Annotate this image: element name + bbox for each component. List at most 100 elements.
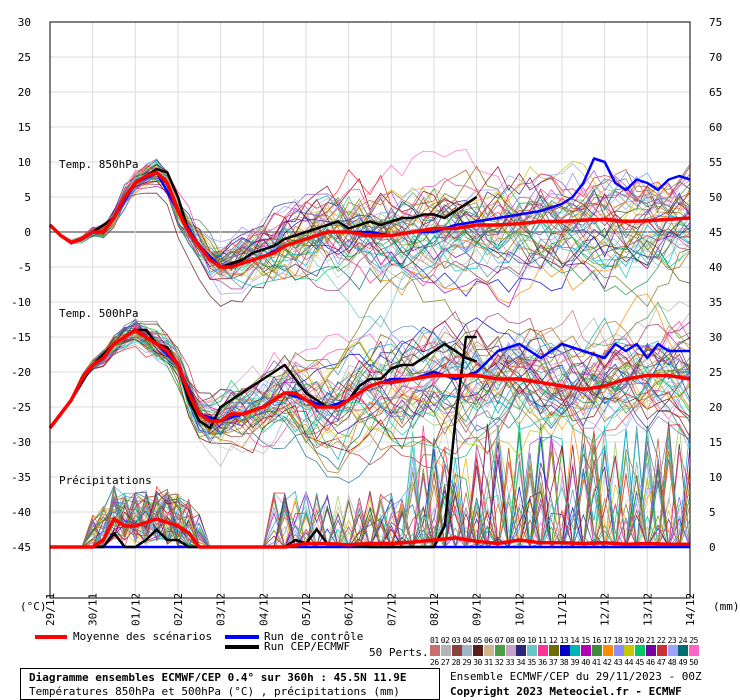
member-swatch	[624, 645, 635, 656]
member-t500-line	[49, 325, 691, 469]
x-tick-label: 03/12	[215, 593, 228, 626]
member-t500-line	[49, 335, 691, 429]
left-tick-label: 25	[18, 51, 31, 64]
x-tick-label: 06/12	[343, 593, 356, 626]
left-tick-label: -5	[18, 261, 31, 274]
member-swatch	[667, 645, 678, 656]
panel-title: Temp. 500hPa	[59, 307, 138, 320]
info-subtitle: Températures 850hPa et 500hPa (°C) , pré…	[29, 685, 400, 698]
member-number: 46	[646, 658, 655, 667]
member-number: 37	[548, 658, 558, 667]
copyright: Copyright 2023 Meteociel.fr - ECMWF	[450, 685, 682, 698]
member-swatch	[678, 645, 689, 656]
right-tick-label: 75	[709, 16, 722, 29]
member-number: 47	[656, 658, 666, 667]
legend-control-line	[225, 635, 259, 639]
right-tick-label: 45	[709, 226, 722, 239]
member-t500-line	[49, 329, 691, 436]
member-t500-line	[49, 331, 691, 433]
member-swatch	[527, 645, 538, 656]
member-swatch	[613, 645, 624, 656]
member-t850-line	[49, 178, 691, 272]
x-tick-label: 07/12	[385, 593, 398, 626]
member-t500-line	[49, 335, 691, 456]
member-swatch	[538, 645, 548, 656]
right-tick-label: 60	[709, 121, 722, 134]
ensemble-members	[49, 148, 691, 549]
panel-title: Précipitations	[59, 474, 152, 487]
member-number: 45	[635, 658, 644, 667]
member-number: 10	[527, 636, 536, 645]
cep-precip-line	[50, 335, 477, 549]
x-tick-label: 04/12	[257, 593, 270, 626]
member-number: 13	[559, 636, 569, 645]
left-tick-label: -35	[11, 471, 31, 484]
member-t500-line	[49, 324, 691, 484]
right-axis-label: (mm)	[713, 600, 740, 613]
member-swatch	[451, 645, 462, 656]
member-t850-line	[49, 185, 691, 308]
gridlines	[49, 21, 691, 598]
x-tick-label: 30/11	[87, 593, 100, 626]
member-number: 34	[516, 658, 526, 667]
member-number: 15	[581, 636, 590, 645]
member-number: 03	[451, 636, 461, 645]
right-tick-label: 0	[709, 541, 716, 554]
member-number: 08	[505, 636, 515, 645]
left-tick-label: 30	[18, 16, 31, 29]
left-tick-label: -10	[11, 296, 31, 309]
member-swatch	[646, 645, 656, 656]
member-swatch	[548, 645, 559, 656]
x-tick-label: 02/12	[172, 593, 185, 626]
member-number: 44	[624, 658, 634, 667]
member-number: 11	[538, 636, 547, 645]
member-number: 30	[473, 658, 482, 667]
member-number: 48	[667, 658, 677, 667]
member-number: 50	[689, 658, 698, 667]
left-tick-label: 5	[24, 191, 31, 204]
right-tick-label: 50	[709, 191, 722, 204]
member-number: 09	[516, 636, 526, 645]
right-tick-label: 10	[709, 471, 722, 484]
x-tick-label: 01/12	[129, 593, 142, 626]
member-number: 01	[430, 636, 439, 645]
member-number: 38	[559, 658, 569, 667]
member-number: 12	[548, 636, 558, 645]
legend-mean-line	[35, 635, 67, 639]
member-number: 05	[473, 636, 482, 645]
member-t500-line	[49, 329, 691, 429]
member-number: 43	[613, 658, 623, 667]
run-info: Ensemble ECMWF/CEP du 29/11/2023 - 00Z	[450, 670, 702, 683]
member-swatch	[484, 645, 494, 656]
member-number: 25	[689, 636, 698, 645]
member-number: 28	[451, 658, 461, 667]
x-tick-label: 13/12	[641, 593, 654, 626]
left-tick-label: 10	[18, 156, 31, 169]
member-number: 27	[440, 658, 450, 667]
right-tick-label: 55	[709, 156, 722, 169]
member-swatch	[656, 645, 667, 656]
member-t850-line	[49, 164, 691, 273]
left-tick-label: 15	[18, 121, 31, 134]
member-t500-line	[49, 341, 691, 443]
member-swatch	[462, 645, 473, 656]
left-axis-label: (°C)	[20, 600, 47, 613]
info-box: Diagramme ensembles ECMWF/CEP 0.4° sur 3…	[20, 668, 440, 700]
member-swatch	[473, 645, 484, 656]
member-t850-line	[49, 167, 691, 279]
member-number: 07	[494, 636, 504, 645]
member-number: 22	[656, 636, 666, 645]
panel-title: Temp. 850hPa	[59, 158, 138, 171]
member-number: 33	[505, 658, 515, 667]
member-swatch	[581, 645, 592, 656]
member-number: 32	[494, 658, 504, 667]
member-number: 36	[538, 658, 547, 667]
member-t850-line	[49, 159, 691, 291]
x-tick-label: 29/11	[44, 593, 57, 626]
member-number: 23	[667, 636, 677, 645]
x-tick-label: 10/12	[513, 593, 526, 626]
member-number: 16	[592, 636, 601, 645]
member-number: 18	[613, 636, 623, 645]
